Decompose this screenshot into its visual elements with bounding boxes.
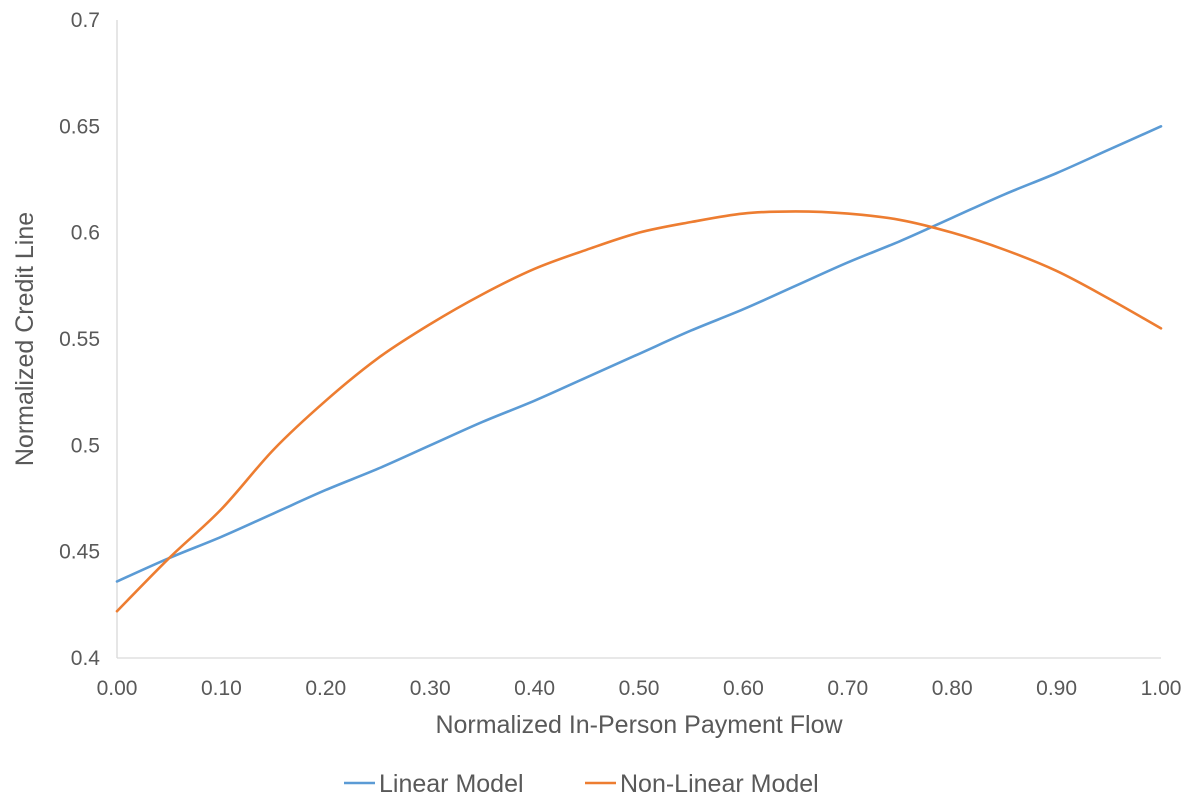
- y-tick-label: 0.55: [59, 328, 100, 351]
- y-tick-label: 0.5: [71, 434, 100, 457]
- x-tick-label: 0.50: [619, 677, 660, 700]
- series-line-non-linear-model: [115, 210, 1163, 613]
- y-tick-label: 0.45: [59, 541, 100, 564]
- x-tick-labels: 0.00 0.10 0.20 0.30 0.40 0.50 0.60 0.70 0.80 0.90…: [97, 677, 1182, 700]
- y-tick-label: 0.6: [71, 222, 100, 245]
- x-axis-title: Normalized In-Person Payment Flow: [435, 711, 843, 739]
- y-tick-labels: 0.4 0.45 0.5 0.55 0.6 0.65 0.7: [59, 9, 100, 670]
- x-tick-label: 0.80: [932, 677, 973, 700]
- legend-label-non-linear-model: Non-Linear Model: [620, 770, 819, 798]
- x-tick-label: 0.30: [410, 677, 451, 700]
- x-tick-label: 0.90: [1036, 677, 1077, 700]
- y-axis-title: Normalized Credit Line: [11, 212, 39, 466]
- y-tick-label: 0.7: [71, 9, 100, 32]
- x-tick-label: 0.70: [827, 677, 868, 700]
- y-tick-label: 0.4: [71, 647, 101, 670]
- legend: Linear Model Non-Linear Model: [344, 770, 819, 798]
- axes: [116, 20, 1161, 659]
- x-tick-label: 0.00: [97, 677, 138, 700]
- x-tick-label: 0.20: [305, 677, 346, 700]
- y-tick-label: 0.65: [59, 115, 100, 138]
- legend-label-linear-model: Linear Model: [379, 770, 524, 798]
- x-tick-label: 1.00: [1141, 677, 1182, 700]
- x-tick-label: 0.40: [514, 677, 555, 700]
- series-line-linear-model: [115, 125, 1163, 583]
- x-tick-label: 0.60: [723, 677, 764, 700]
- x-tick-label: 0.10: [201, 677, 242, 700]
- series-lines: [115, 125, 1163, 613]
